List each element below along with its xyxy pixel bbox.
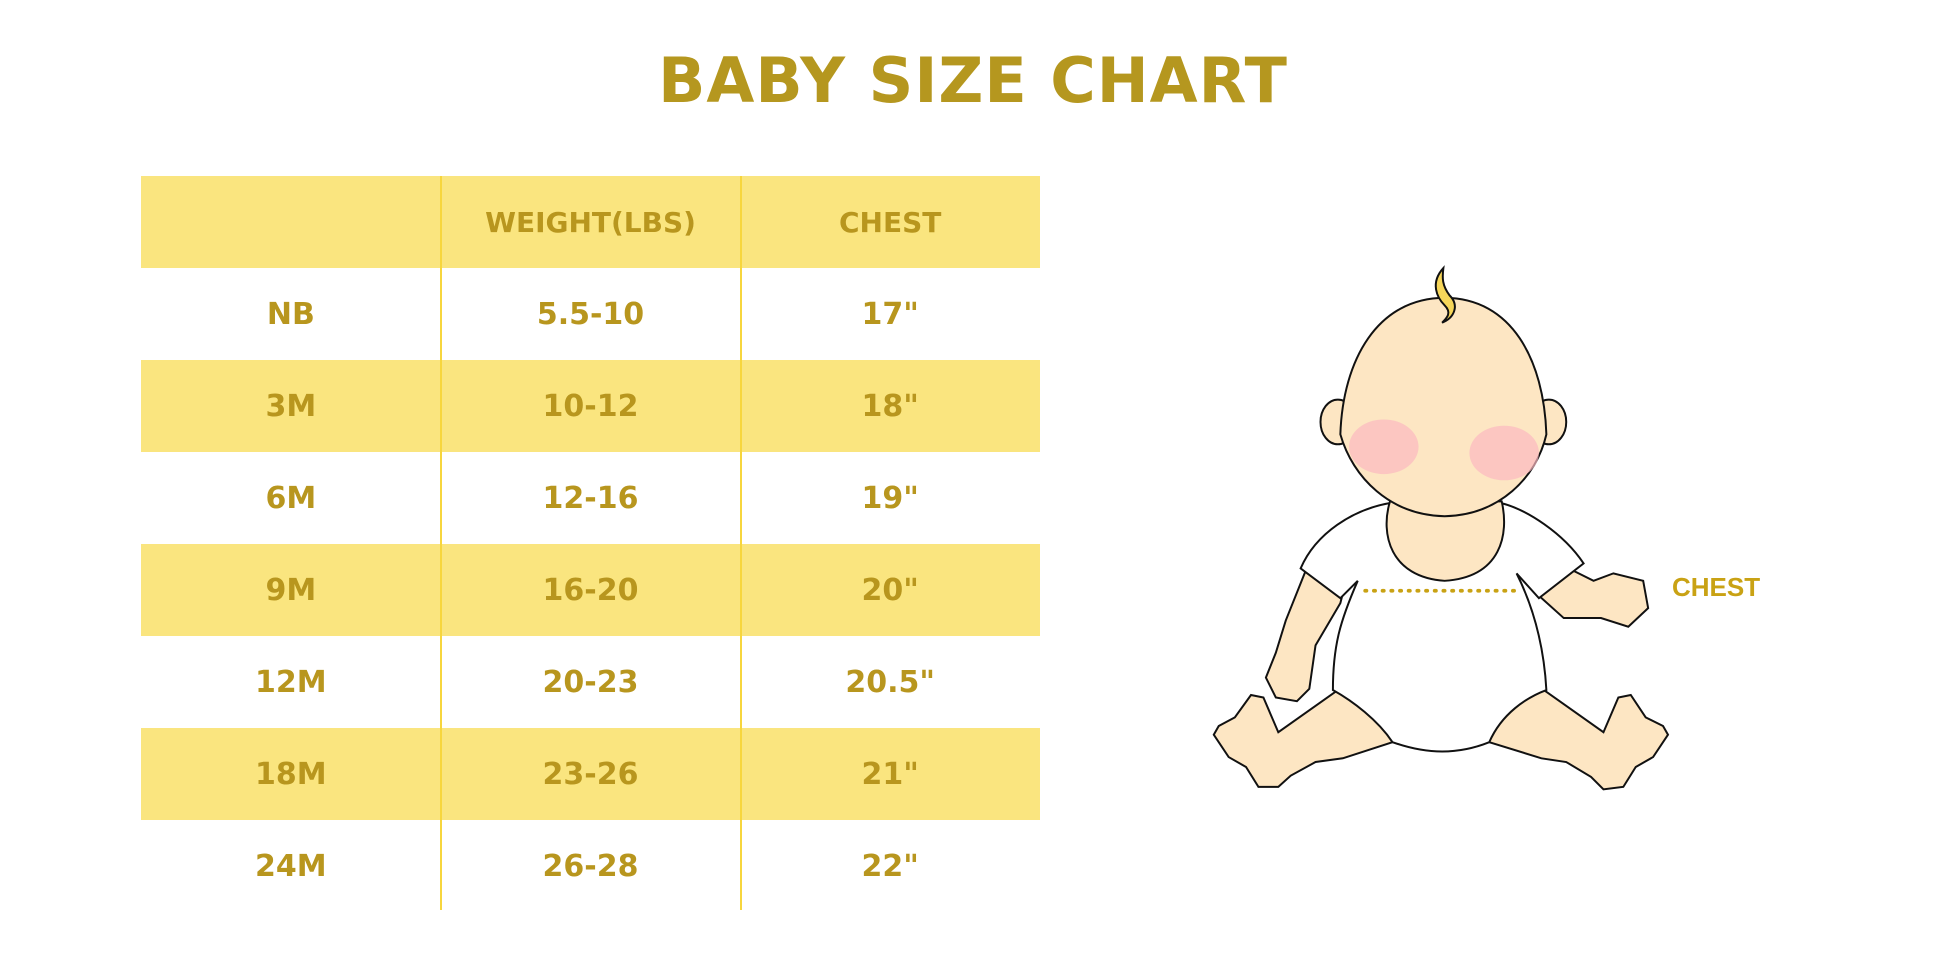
cell-size: NB	[266, 296, 315, 332]
hair-curl	[1434, 265, 1456, 324]
table-row: NB 5.5-10 17"	[141, 268, 1040, 360]
cell-chest: 19"	[861, 480, 919, 516]
table-row: 12M 20-23 20.5"	[141, 636, 1040, 728]
cell-size: 18M	[255, 756, 327, 792]
cell-chest: 21"	[861, 756, 919, 792]
cell-chest: 18"	[861, 388, 919, 424]
table-row: 9M 16-20 20"	[141, 544, 1040, 636]
onesie	[1299, 501, 1585, 753]
page-title: BABY SIZE CHART	[658, 44, 1288, 117]
left-leg	[1212, 688, 1394, 788]
left-cheek	[1349, 419, 1419, 475]
cell-weight: 12-16	[542, 480, 639, 516]
cell-size: 6M	[265, 480, 317, 516]
cell-weight: 20-23	[542, 664, 639, 700]
cell-weight: 10-12	[542, 388, 639, 424]
cell-chest: 22"	[861, 848, 919, 884]
right-cheek	[1469, 425, 1539, 481]
table-row: 6M 12-16 19"	[141, 452, 1040, 544]
cell-size: 3M	[265, 388, 317, 424]
cell-chest: 20.5"	[845, 664, 935, 700]
head	[1339, 296, 1548, 518]
cell-weight: 5.5-10	[536, 296, 645, 332]
cell-size: 12M	[255, 664, 327, 700]
cell-size: 24M	[255, 848, 327, 884]
cell-chest: 20"	[861, 572, 919, 608]
column-divider	[740, 176, 742, 910]
neck	[1385, 500, 1506, 582]
table-row: 18M 23-26 21"	[141, 728, 1040, 820]
cell-weight: 23-26	[542, 756, 639, 792]
cell-chest: 17"	[861, 296, 919, 332]
cell-weight: 16-20	[542, 572, 639, 608]
header-weight: WEIGHT(LBS)	[485, 205, 696, 239]
cell-weight: 26-28	[542, 848, 639, 884]
chest-label: CHEST	[1672, 572, 1761, 602]
cell-size: 9M	[265, 572, 317, 608]
table-row: 3M 10-12 18"	[141, 360, 1040, 452]
column-divider	[440, 176, 442, 910]
right-leg	[1488, 688, 1670, 791]
table-header-row: WEIGHT(LBS) CHEST	[141, 176, 1040, 268]
table-row: 24M 26-28 22"	[141, 820, 1040, 912]
right-arm	[1537, 569, 1650, 628]
header-chest: CHEST	[838, 205, 942, 239]
size-table: WEIGHT(LBS) CHEST NB 5.5-10 17" 3M 10-12 18" 6…	[141, 176, 1040, 912]
